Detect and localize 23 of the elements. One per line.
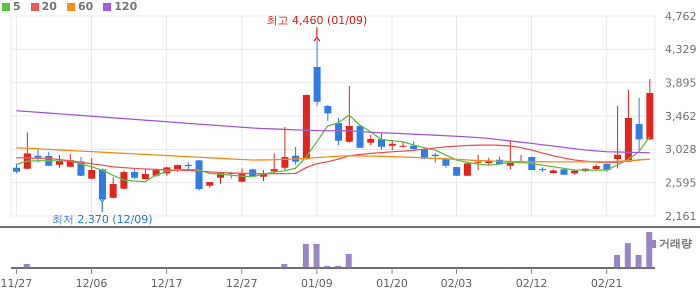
legend-label: 120	[114, 0, 138, 13]
x-tick-label: 12/06	[76, 277, 108, 289]
y-tick-label: 4,329	[665, 43, 696, 56]
legend-label: 20	[42, 0, 57, 13]
legend-label: 5	[13, 0, 21, 13]
y-tick-label: 2,595	[665, 176, 696, 190]
y-tick-label: 4,762	[665, 10, 696, 23]
x-tick-label: 11/27	[0, 277, 32, 289]
y-tick-label: 3,028	[665, 143, 696, 156]
x-tick-label: 02/21	[590, 277, 623, 289]
annotation: 최저 2,370 (12/09)	[52, 212, 153, 226]
annotation: 최고 4,460 (01/09)	[266, 14, 368, 28]
x-tick-label: 02/12	[516, 277, 548, 289]
x-tick-label: 12/17	[150, 277, 182, 289]
legend-label: 거래량	[659, 236, 692, 251]
y-tick-label: 3,462	[665, 110, 696, 123]
y-tick-label: 3,895	[665, 76, 696, 90]
x-tick-label: 02/03	[440, 277, 472, 289]
y-tick-label: 2,161	[665, 210, 696, 223]
legend-label: 60	[78, 0, 94, 13]
x-tick-label: 01/20	[376, 277, 408, 289]
x-tick-label: 12/27	[226, 277, 258, 289]
x-tick-label: 01/09	[301, 277, 333, 289]
